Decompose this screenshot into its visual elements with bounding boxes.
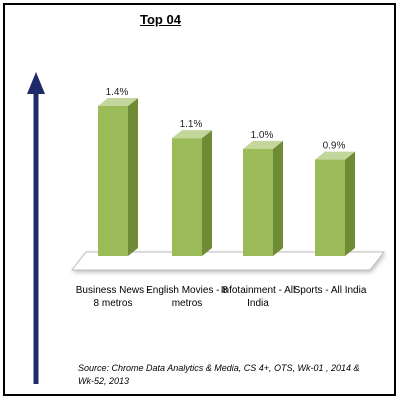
bar-side [202,130,212,256]
chart-floor [70,251,386,271]
bar [243,148,273,256]
axis-arrow-head [27,72,45,94]
chart-title: Top 04 [140,12,181,27]
bar-value-label: 1.0% [251,130,274,141]
bar-top [98,98,138,106]
bar-value-label: 1.1% [180,119,203,130]
category-label: English Movies - 8 metros [146,285,228,309]
category-label: Infotainment - All India [220,285,296,309]
category-label: Business News - 8 metros [75,285,151,309]
bar-side [128,98,138,256]
bar-top [315,151,355,160]
bar [172,138,202,256]
bar [98,106,128,256]
bar [315,159,345,256]
bar-side [345,151,355,256]
bar-value-label: 0.9% [323,141,346,152]
bar-value-label: 1.4% [106,87,129,98]
source-note: Source: Chrome Data Analytics & Media, C… [78,363,360,386]
category-label: Sports - All India [293,285,367,296]
bar-side [273,140,283,256]
bar-top [243,140,283,149]
bar-top [172,130,212,139]
